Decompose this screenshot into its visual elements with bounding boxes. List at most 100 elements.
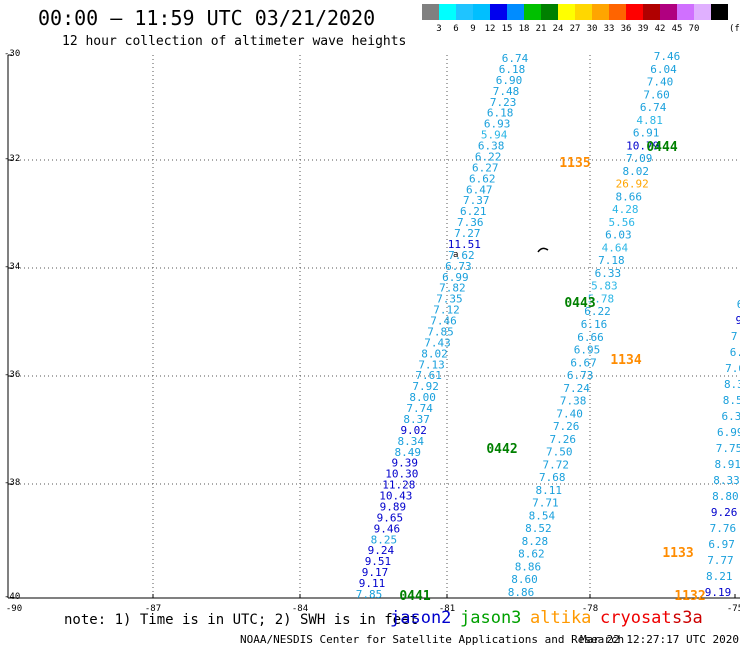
pass-label: 0444 xyxy=(646,140,677,155)
scale-label: 30 xyxy=(586,24,598,34)
swh-value: 7.35 xyxy=(436,293,463,306)
swh-value: 4.28 xyxy=(612,203,639,216)
scale-label: 42 xyxy=(654,24,666,34)
scale-label: 39 xyxy=(637,24,649,34)
swh-value: 7.60 xyxy=(643,88,670,101)
swh-value: 9.17 xyxy=(362,566,389,579)
scale-label: 15 xyxy=(501,24,513,34)
swh-value: 6.33 xyxy=(595,267,622,280)
swh-value: 6.27 xyxy=(472,161,499,174)
swh-value: 5.78 xyxy=(588,292,615,305)
swh-value: 10.30 xyxy=(385,468,418,481)
swh-value: 6.21 xyxy=(460,205,487,218)
swh-value: 7.46 xyxy=(430,315,457,328)
swh-value: 11.51 xyxy=(448,238,481,251)
swh-value: 5.56 xyxy=(609,216,636,229)
swh-value: 7.23 xyxy=(490,96,517,109)
pass-label: 0443 xyxy=(564,296,595,311)
longitude-label: -81 xyxy=(438,604,456,614)
map-subtitle: 12 hour collection of altimeter wave hei… xyxy=(62,34,407,49)
swh-value: 9 xyxy=(735,314,740,327)
scale-swatch xyxy=(422,4,439,20)
swh-value: 7.75 xyxy=(716,442,740,455)
footnote: note: 1) Time is in UTC; 2) SWH is in fe… xyxy=(64,612,419,628)
swh-value: 6.93 xyxy=(484,118,511,131)
swh-value: 8.11 xyxy=(536,484,563,497)
swh-value: 7.85 xyxy=(427,325,454,338)
swh-value: 7.61 xyxy=(415,369,442,382)
swh-value: 6.95 xyxy=(574,344,601,357)
swh-value: 7.09 xyxy=(626,152,653,165)
swh-value: 10.43 xyxy=(379,490,412,503)
scale-swatch xyxy=(643,4,660,20)
swh-value: 9.65 xyxy=(377,511,404,524)
swh-value: 5.83 xyxy=(591,280,618,293)
scale-label: 6 xyxy=(453,24,459,34)
longitude-label: -87 xyxy=(144,604,162,614)
swh-value: 8.91 xyxy=(715,458,740,471)
scale-unit: (ft) xyxy=(729,24,740,34)
latitude-label: -40 xyxy=(4,592,21,602)
swh-value: 6.73 xyxy=(445,260,472,273)
scale-label: 9 xyxy=(470,24,476,34)
swh-value: 7.37 xyxy=(463,194,490,207)
swh-value: 8.3 xyxy=(724,378,740,391)
swh-value: 6.73 xyxy=(567,369,594,382)
swh-value: 6.3 xyxy=(722,410,740,423)
scale-swatch xyxy=(592,4,609,20)
swh-value: 7.46 xyxy=(654,50,681,63)
scale-label: 12 xyxy=(484,24,496,34)
swh-value: 4.81 xyxy=(636,114,663,127)
latitude-label: -34 xyxy=(4,262,21,272)
swh-value: 8.52 xyxy=(525,522,552,535)
scale-swatch xyxy=(694,4,711,20)
swh-value: 6.91 xyxy=(633,127,660,140)
pass-label: 1133 xyxy=(662,546,693,561)
scale-swatch xyxy=(473,4,490,20)
swh-value: 8.62 xyxy=(518,548,545,561)
longitude-label: -75 xyxy=(726,604,740,614)
scale-label: 33 xyxy=(603,24,615,34)
credit-agency: NOAA/NESDIS Center for Satellite Applica… xyxy=(240,633,625,646)
swh-value: 6.66 xyxy=(577,331,604,344)
swh-value: 6.62 xyxy=(469,172,496,185)
swh-value: 8.02 xyxy=(421,347,448,360)
swh-value: 7.18 xyxy=(598,254,625,267)
swh-value: 7.26 xyxy=(553,420,580,433)
latitude-label: -38 xyxy=(4,478,21,488)
latitude-label: -30 xyxy=(4,49,21,59)
swh-value: 7.36 xyxy=(457,216,484,229)
swh-value: 7.48 xyxy=(493,85,520,98)
swh-value: 8.60 xyxy=(511,573,538,586)
swh-value: 6.97 xyxy=(708,538,735,551)
swh-value: 7.13 xyxy=(418,358,445,371)
scale-label: 3 xyxy=(436,24,442,34)
swh-value: 6. xyxy=(730,346,740,359)
swh-value: 8.02 xyxy=(622,165,649,178)
scale-swatch xyxy=(507,4,524,20)
swh-value: 9.51 xyxy=(365,555,392,568)
swh-value: 8.66 xyxy=(616,190,643,203)
swh-value: 9.11 xyxy=(359,577,386,590)
island-outline xyxy=(537,247,549,253)
pass-label: 0441 xyxy=(399,589,430,604)
swh-value: 6.16 xyxy=(581,318,608,331)
swh-value: 8.33 xyxy=(713,474,740,487)
scale-swatch xyxy=(660,4,677,20)
swh-value: 9.02 xyxy=(400,424,427,437)
longitude-label: -90 xyxy=(5,604,23,614)
swh-value: 7.40 xyxy=(556,407,583,420)
swh-value: 7.82 xyxy=(439,282,466,295)
scale-swatch xyxy=(490,4,507,20)
swh-value: 6.22 xyxy=(475,150,502,163)
scale-swatch xyxy=(558,4,575,20)
swh-value: 7.40 xyxy=(647,76,674,89)
scale-swatch xyxy=(626,4,643,20)
legend-item: cryosat xyxy=(600,608,672,628)
swh-value: 9.24 xyxy=(368,544,395,557)
latitude-label: -36 xyxy=(4,370,21,380)
swh-value: 8.86 xyxy=(508,586,535,599)
map-title: 00:00 – 11:59 UTC 03/21/2020 xyxy=(38,6,376,30)
swh-value: 9.39 xyxy=(392,457,419,470)
swh-value: 9.89 xyxy=(380,500,407,513)
